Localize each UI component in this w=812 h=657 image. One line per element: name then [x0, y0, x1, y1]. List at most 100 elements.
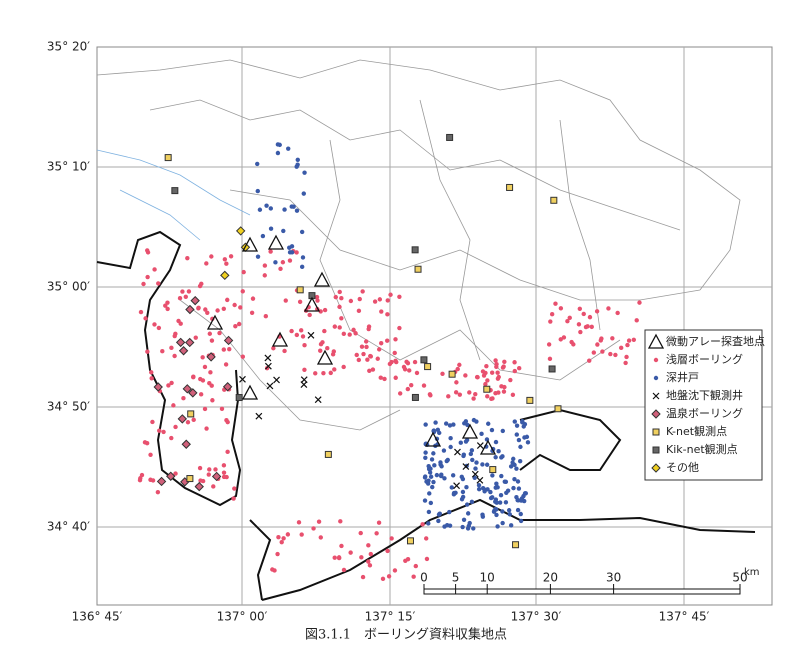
legend-label: 微動アレー探査地点 — [666, 334, 765, 348]
shallow-boring — [618, 345, 624, 351]
shallow-boring — [393, 375, 398, 380]
caption: 図3.1.1 ボーリング資料収集地点 — [305, 627, 507, 643]
shallow-boring — [576, 322, 582, 327]
deep-well — [493, 506, 498, 512]
scale-label: 10 — [480, 571, 495, 585]
shallow-boring — [376, 520, 382, 525]
shallow-boring — [489, 370, 495, 375]
shallow-boring — [613, 352, 618, 358]
deep-well — [301, 191, 306, 196]
deep-well — [427, 491, 432, 496]
shallow-boring — [231, 496, 236, 501]
shallow-boring — [485, 378, 490, 383]
shallow-boring — [385, 338, 390, 343]
shallow-boring — [238, 305, 243, 310]
shallow-boring — [141, 281, 146, 287]
deep-well — [499, 473, 504, 479]
shallow-boring — [225, 297, 230, 303]
shallow-boring — [467, 390, 472, 395]
deep-well — [282, 207, 287, 212]
shallow-boring — [276, 534, 281, 540]
array-site — [206, 314, 224, 330]
shallow-boring — [270, 567, 275, 572]
shallow-boring — [300, 334, 306, 339]
deep-well — [437, 511, 442, 516]
deep-well — [465, 511, 471, 516]
shallow-boring — [364, 344, 369, 350]
shallow-boring — [294, 332, 300, 338]
shallow-boring — [407, 368, 412, 373]
shallow-boring — [637, 300, 642, 305]
deep-well — [426, 521, 431, 526]
deep-well — [495, 524, 500, 529]
axis-labels: 35° 20′ 35° 10′ 35° 00′ 34° 50′ 34° 40′ 136° … — [47, 40, 710, 624]
shallow-boring — [213, 467, 218, 472]
longitude-label: 137° 00′ — [217, 610, 268, 624]
subsidence-well — [307, 331, 315, 339]
deep-well — [268, 206, 273, 211]
deep-well — [427, 470, 433, 475]
hot-spring — [190, 295, 200, 306]
shallow-boring — [377, 297, 383, 302]
deep-well — [514, 432, 519, 437]
shallow-boring — [169, 435, 174, 441]
shallow-boring — [625, 342, 630, 348]
deep-well — [522, 422, 528, 427]
array-site — [479, 439, 497, 455]
deep-well — [480, 485, 486, 491]
deep-well — [464, 437, 470, 443]
shallow-boring — [337, 289, 342, 295]
shallow-boring — [296, 520, 302, 525]
deep-well — [450, 473, 456, 478]
deep-well — [498, 492, 504, 498]
shallow-boring — [591, 350, 597, 355]
shallow-boring — [172, 333, 177, 339]
shallow-boring — [166, 383, 171, 388]
deep-well — [511, 456, 516, 462]
shallow-boring — [385, 548, 390, 554]
shallow-boring — [145, 349, 150, 354]
deep-well — [514, 494, 519, 500]
shallow-boring — [209, 383, 214, 388]
kik-net — [548, 365, 556, 373]
shallow-boring — [215, 308, 220, 313]
shallow-boring — [193, 335, 198, 340]
longitude-label: 137° 30′ — [511, 610, 562, 624]
scale-label: 20 — [543, 571, 558, 585]
deep-well — [281, 228, 286, 234]
k-net — [512, 541, 520, 549]
shallow-boring — [224, 418, 229, 423]
shallow-boring — [177, 296, 183, 301]
shallow-boring — [240, 354, 246, 359]
shallow-boring — [161, 429, 166, 435]
shallow-boring — [421, 383, 427, 388]
shallow-boring — [200, 378, 206, 383]
deep-well — [432, 463, 437, 468]
other — [651, 463, 661, 473]
shallow-boring — [332, 555, 337, 560]
hot-spring — [211, 471, 222, 482]
deep-well — [514, 423, 520, 428]
subsidence-well — [273, 376, 280, 384]
shallow-boring — [262, 263, 268, 268]
shallow-boring — [318, 535, 323, 540]
deep-well — [493, 485, 498, 490]
shallow-boring — [325, 345, 330, 351]
shallow-boring — [405, 556, 411, 562]
shallow-boring — [366, 543, 371, 548]
k-net — [296, 286, 304, 294]
shallow-boring — [221, 463, 227, 468]
shallow-boring — [360, 574, 366, 580]
shallow-boring — [598, 338, 603, 343]
deep-well — [512, 419, 517, 424]
hot-spring — [185, 304, 195, 315]
shallow-boring — [221, 474, 227, 480]
shallow-boring — [149, 370, 154, 375]
shallow-boring — [341, 331, 347, 337]
shallow-boring — [501, 389, 507, 394]
shallow-boring — [160, 349, 165, 354]
deep-well — [494, 500, 499, 505]
hot-spring — [181, 439, 191, 449]
deep-well — [447, 423, 453, 428]
shallow-boring — [207, 467, 212, 472]
